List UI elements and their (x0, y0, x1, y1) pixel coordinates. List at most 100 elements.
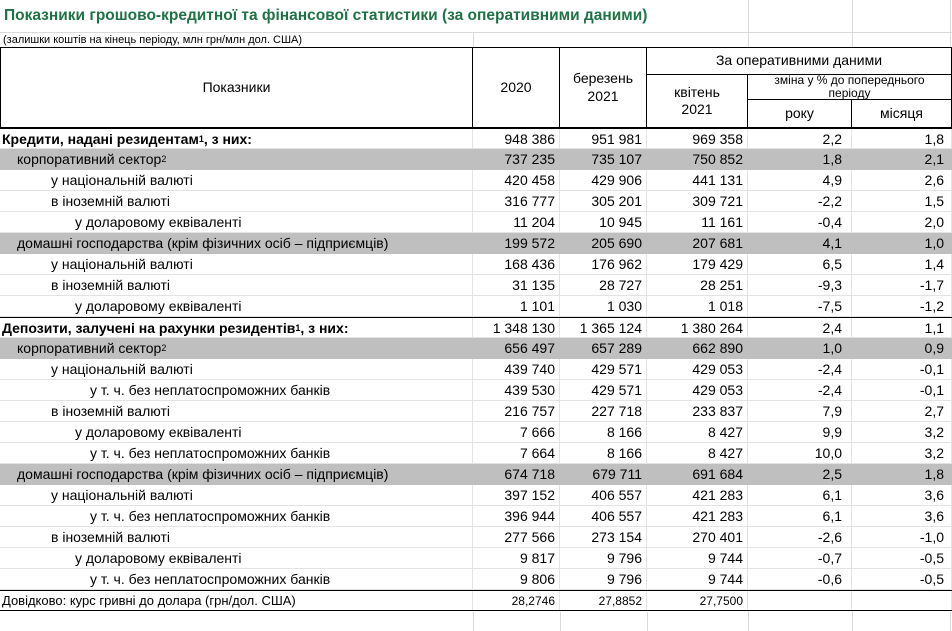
cell-value[interactable]: 1 365 124 (560, 318, 647, 337)
cell-value[interactable]: 750 852 (647, 149, 748, 169)
cell-value[interactable]: 1,1 (852, 318, 952, 337)
col-header-change-percent[interactable]: зміна у % до попереднього періоду (748, 74, 951, 100)
cell-value[interactable]: 2,0 (852, 212, 952, 232)
row-label[interactable]: у національній валюті (0, 485, 473, 505)
cell-value[interactable]: 1,5 (852, 191, 952, 211)
cell-value[interactable]: 429 906 (560, 170, 647, 190)
cell-value[interactable]: -9,3 (748, 275, 852, 295)
cell-value[interactable]: 9 806 (473, 569, 560, 589)
cell-value[interactable]: 397 152 (473, 485, 560, 505)
cell-value[interactable]: 657 289 (560, 338, 647, 358)
cell-value[interactable]: 8 427 (647, 443, 748, 463)
cell-value[interactable]: -7,5 (748, 296, 852, 316)
row-label[interactable]: Депозити, залучені на рахунки резидентів… (0, 318, 473, 337)
cell-value[interactable]: 11 204 (473, 212, 560, 232)
cell-value[interactable]: 2,5 (748, 464, 852, 484)
cell-value[interactable]: 1,8 (852, 464, 952, 484)
cell-value[interactable]: 6,5 (748, 254, 852, 274)
cell-value[interactable]: 2,4 (748, 318, 852, 337)
cell-value[interactable]: -1,2 (852, 296, 952, 316)
cell-value[interactable]: 27,7500 (647, 591, 748, 610)
cell-value[interactable]: -2,4 (748, 380, 852, 400)
cell-value[interactable]: 9 796 (560, 569, 647, 589)
cell-value[interactable]: 199 572 (473, 233, 560, 253)
cell-value[interactable]: 1 030 (560, 296, 647, 316)
cell-value[interactable]: 216 757 (473, 401, 560, 421)
cell-value[interactable]: 1,0 (748, 338, 852, 358)
cell-value[interactable]: 3,2 (852, 443, 952, 463)
col-header-march-2021[interactable]: березень 2021 (560, 48, 647, 127)
cell-value[interactable]: 2,2 (748, 129, 852, 148)
cell-value[interactable]: 429 053 (647, 380, 748, 400)
cell-value[interactable]: 9 817 (473, 548, 560, 568)
cell-value[interactable]: 28 251 (647, 275, 748, 295)
cell-value[interactable]: -1,0 (852, 527, 952, 547)
cell-value[interactable]: 10,0 (748, 443, 852, 463)
cell-value[interactable]: 11 161 (647, 212, 748, 232)
cell-value[interactable]: 176 962 (560, 254, 647, 274)
cell-value[interactable]: 316 777 (473, 191, 560, 211)
cell-value[interactable]: 1 348 130 (473, 318, 560, 337)
cell-value[interactable]: 429 053 (647, 359, 748, 379)
row-label[interactable]: домашні господарства (крім фізичних осіб… (0, 464, 473, 484)
cell-value[interactable]: 2,1 (852, 149, 952, 169)
cell-value[interactable]: 1 380 264 (647, 318, 748, 337)
cell-value[interactable]: 207 681 (647, 233, 748, 253)
cell-value[interactable]: 168 436 (473, 254, 560, 274)
cell-value[interactable]: -1,7 (852, 275, 952, 295)
cell-value[interactable]: 421 283 (647, 485, 748, 505)
cell-value[interactable]: 674 718 (473, 464, 560, 484)
cell-value[interactable]: 9 744 (647, 548, 748, 568)
cell-value[interactable]: 9,9 (748, 422, 852, 442)
cell-value[interactable]: 309 721 (647, 191, 748, 211)
row-label[interactable]: домашні господарства (крім фізичних осіб… (0, 233, 473, 253)
row-label[interactable]: в іноземній валюті (0, 527, 473, 547)
cell-value[interactable]: -2,6 (748, 527, 852, 547)
cell-value[interactable]: 7 664 (473, 443, 560, 463)
cell-value[interactable]: 270 401 (647, 527, 748, 547)
cell-value[interactable]: -0,4 (748, 212, 852, 232)
cell-value[interactable] (852, 591, 952, 610)
cell-value[interactable]: 3,6 (852, 506, 952, 526)
row-label[interactable]: у т. ч. без неплатоспроможних банків (0, 569, 473, 589)
col-header-month[interactable]: місяця (880, 104, 923, 121)
cell-value[interactable]: 439 740 (473, 359, 560, 379)
cell-value[interactable]: 8 427 (647, 422, 748, 442)
cell-value[interactable]: 9 796 (560, 548, 647, 568)
cell-value[interactable]: 28,2746 (473, 591, 560, 610)
cell-value[interactable]: 1,8 (852, 129, 952, 148)
cell-value[interactable] (748, 591, 852, 610)
cell-value[interactable]: 9 744 (647, 569, 748, 589)
col-header-2020[interactable]: 2020 (473, 48, 560, 127)
row-label[interactable]: у національній валюті (0, 254, 473, 274)
cell-value[interactable]: 406 557 (560, 506, 647, 526)
col-header-operational-data[interactable]: За оперативними даними (647, 48, 951, 75)
cell-value[interactable]: -0,6 (748, 569, 852, 589)
row-label[interactable]: у т. ч. без неплатоспроможних банків (0, 380, 473, 400)
cell-value[interactable]: 205 690 (560, 233, 647, 253)
cell-value[interactable]: 3,2 (852, 422, 952, 442)
row-label[interactable]: у т. ч. без неплатоспроможних банків (0, 506, 473, 526)
cell-value[interactable]: 8 166 (560, 422, 647, 442)
row-label[interactable]: у національній валюті (0, 170, 473, 190)
cell-value[interactable]: 4,9 (748, 170, 852, 190)
cell-value[interactable]: 1,0 (852, 233, 952, 253)
row-label[interactable]: у доларовому еквіваленті (0, 212, 473, 232)
cell-value[interactable]: 1 018 (647, 296, 748, 316)
cell-value[interactable]: 3,6 (852, 485, 952, 505)
cell-value[interactable]: 406 557 (560, 485, 647, 505)
row-label[interactable]: корпоративний сектор 2 (0, 149, 473, 169)
cell-value[interactable]: 28 727 (560, 275, 647, 295)
cell-value[interactable]: 441 131 (647, 170, 748, 190)
row-label[interactable]: Довідково: курс гривні до долара (грн/до… (0, 591, 473, 610)
cell-value[interactable]: 656 497 (473, 338, 560, 358)
cell-value[interactable]: -2,2 (748, 191, 852, 211)
cell-value[interactable]: 27,8852 (560, 591, 647, 610)
cell-value[interactable]: 31 135 (473, 275, 560, 295)
cell-value[interactable]: 737 235 (473, 149, 560, 169)
cell-value[interactable]: 396 944 (473, 506, 560, 526)
cell-value[interactable]: 948 386 (473, 129, 560, 148)
row-label[interactable]: у доларовому еквіваленті (0, 422, 473, 442)
cell-value[interactable]: 273 154 (560, 527, 647, 547)
cell-value[interactable]: 233 837 (647, 401, 748, 421)
